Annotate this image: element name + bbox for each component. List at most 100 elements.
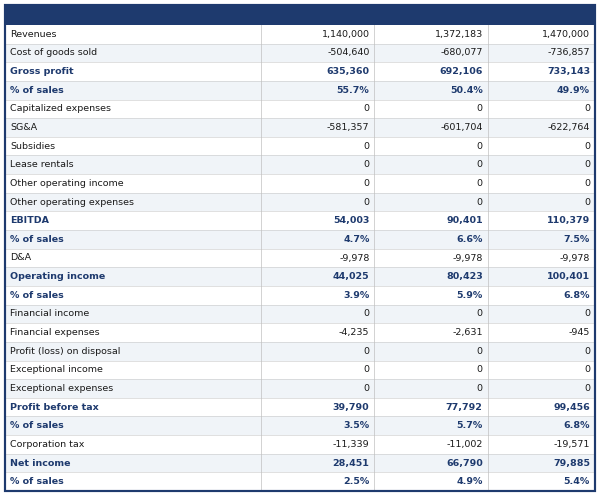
Text: Gross profit: Gross profit xyxy=(10,67,74,76)
Text: 0: 0 xyxy=(477,179,483,188)
Bar xyxy=(5,155,595,174)
Text: 635,360: 635,360 xyxy=(326,67,370,76)
Bar xyxy=(5,472,595,491)
Text: 54,003: 54,003 xyxy=(333,216,370,225)
Text: 0: 0 xyxy=(477,384,483,393)
Text: 0: 0 xyxy=(584,384,590,393)
Bar xyxy=(5,379,595,398)
Text: % of sales: % of sales xyxy=(10,421,64,430)
Text: 5.7%: 5.7% xyxy=(457,421,483,430)
Text: 0: 0 xyxy=(477,142,483,151)
Text: 2.5%: 2.5% xyxy=(343,477,370,486)
Text: 6.8%: 6.8% xyxy=(563,421,590,430)
Text: 77,792: 77,792 xyxy=(446,403,483,412)
Text: P&L (£): P&L (£) xyxy=(10,10,52,20)
Text: -504,640: -504,640 xyxy=(327,49,370,58)
Text: % of sales: % of sales xyxy=(10,477,64,486)
Text: 0: 0 xyxy=(364,366,370,374)
Text: 99,456: 99,456 xyxy=(553,403,590,412)
Text: 44,025: 44,025 xyxy=(333,272,370,281)
Text: 90,401: 90,401 xyxy=(446,216,483,225)
Text: 0: 0 xyxy=(584,160,590,169)
Text: Revenues: Revenues xyxy=(10,30,56,39)
Text: 0: 0 xyxy=(477,197,483,206)
Text: Dec-2025: Dec-2025 xyxy=(538,10,590,20)
Text: 49.9%: 49.9% xyxy=(557,86,590,95)
Bar xyxy=(5,62,595,81)
Text: 1,140,000: 1,140,000 xyxy=(322,30,370,39)
Text: 7.5%: 7.5% xyxy=(564,235,590,244)
Bar xyxy=(5,100,595,118)
Text: Profit before tax: Profit before tax xyxy=(10,403,99,412)
Bar xyxy=(5,342,595,361)
Text: 0: 0 xyxy=(477,104,483,114)
Bar xyxy=(5,454,595,472)
Text: -622,764: -622,764 xyxy=(548,123,590,132)
Text: 0: 0 xyxy=(364,179,370,188)
Text: 0: 0 xyxy=(584,179,590,188)
Bar xyxy=(5,118,595,137)
Text: -736,857: -736,857 xyxy=(548,49,590,58)
Text: 6.6%: 6.6% xyxy=(457,235,483,244)
Text: Financial income: Financial income xyxy=(10,310,89,318)
Bar xyxy=(5,267,595,286)
Text: Exceptional income: Exceptional income xyxy=(10,366,103,374)
Text: 0: 0 xyxy=(364,310,370,318)
Text: % of sales: % of sales xyxy=(10,235,64,244)
Text: 1,470,000: 1,470,000 xyxy=(542,30,590,39)
Text: EBITDA: EBITDA xyxy=(10,216,49,225)
Bar xyxy=(5,25,595,44)
Text: Other operating expenses: Other operating expenses xyxy=(10,197,134,206)
Text: -2,631: -2,631 xyxy=(452,328,483,337)
Text: Operating income: Operating income xyxy=(10,272,105,281)
Bar xyxy=(5,137,595,155)
Text: 1,372,183: 1,372,183 xyxy=(434,30,483,39)
Text: 0: 0 xyxy=(584,347,590,356)
Text: Corporation tax: Corporation tax xyxy=(10,440,85,449)
Text: 0: 0 xyxy=(477,160,483,169)
Text: Exceptional expenses: Exceptional expenses xyxy=(10,384,113,393)
Text: SG&A: SG&A xyxy=(10,123,37,132)
Text: Lease rentals: Lease rentals xyxy=(10,160,74,169)
Bar xyxy=(5,305,595,323)
Bar xyxy=(5,5,595,25)
Text: 39,790: 39,790 xyxy=(333,403,370,412)
Text: 0: 0 xyxy=(584,366,590,374)
Text: Profit (loss) on disposal: Profit (loss) on disposal xyxy=(10,347,121,356)
Bar xyxy=(5,361,595,379)
Bar xyxy=(5,398,595,417)
Bar xyxy=(5,323,595,342)
Text: 0: 0 xyxy=(477,366,483,374)
Text: 0: 0 xyxy=(477,347,483,356)
Text: 733,143: 733,143 xyxy=(547,67,590,76)
Text: 100,401: 100,401 xyxy=(547,272,590,281)
Text: % of sales: % of sales xyxy=(10,291,64,300)
Bar xyxy=(5,174,595,193)
Text: -945: -945 xyxy=(569,328,590,337)
Text: 0: 0 xyxy=(364,104,370,114)
Text: 55.7%: 55.7% xyxy=(337,86,370,95)
Bar xyxy=(5,286,595,305)
Text: 79,885: 79,885 xyxy=(553,458,590,468)
Text: 0: 0 xyxy=(584,142,590,151)
Text: 3.5%: 3.5% xyxy=(343,421,370,430)
Text: 28,451: 28,451 xyxy=(332,458,370,468)
Text: Cost of goods sold: Cost of goods sold xyxy=(10,49,97,58)
Text: 4.9%: 4.9% xyxy=(457,477,483,486)
Text: 0: 0 xyxy=(584,310,590,318)
Text: 0: 0 xyxy=(364,160,370,169)
Bar xyxy=(5,193,595,211)
Text: 66,790: 66,790 xyxy=(446,458,483,468)
Text: 0: 0 xyxy=(584,197,590,206)
Text: 110,379: 110,379 xyxy=(547,216,590,225)
Text: -9,978: -9,978 xyxy=(452,253,483,262)
Text: 0: 0 xyxy=(364,347,370,356)
Text: 0: 0 xyxy=(364,384,370,393)
Text: -601,704: -601,704 xyxy=(440,123,483,132)
Text: 50.4%: 50.4% xyxy=(450,86,483,95)
Bar xyxy=(5,248,595,267)
Text: -9,978: -9,978 xyxy=(339,253,370,262)
Text: Capitalized expenses: Capitalized expenses xyxy=(10,104,111,114)
Text: -9,978: -9,978 xyxy=(560,253,590,262)
Bar xyxy=(5,435,595,454)
